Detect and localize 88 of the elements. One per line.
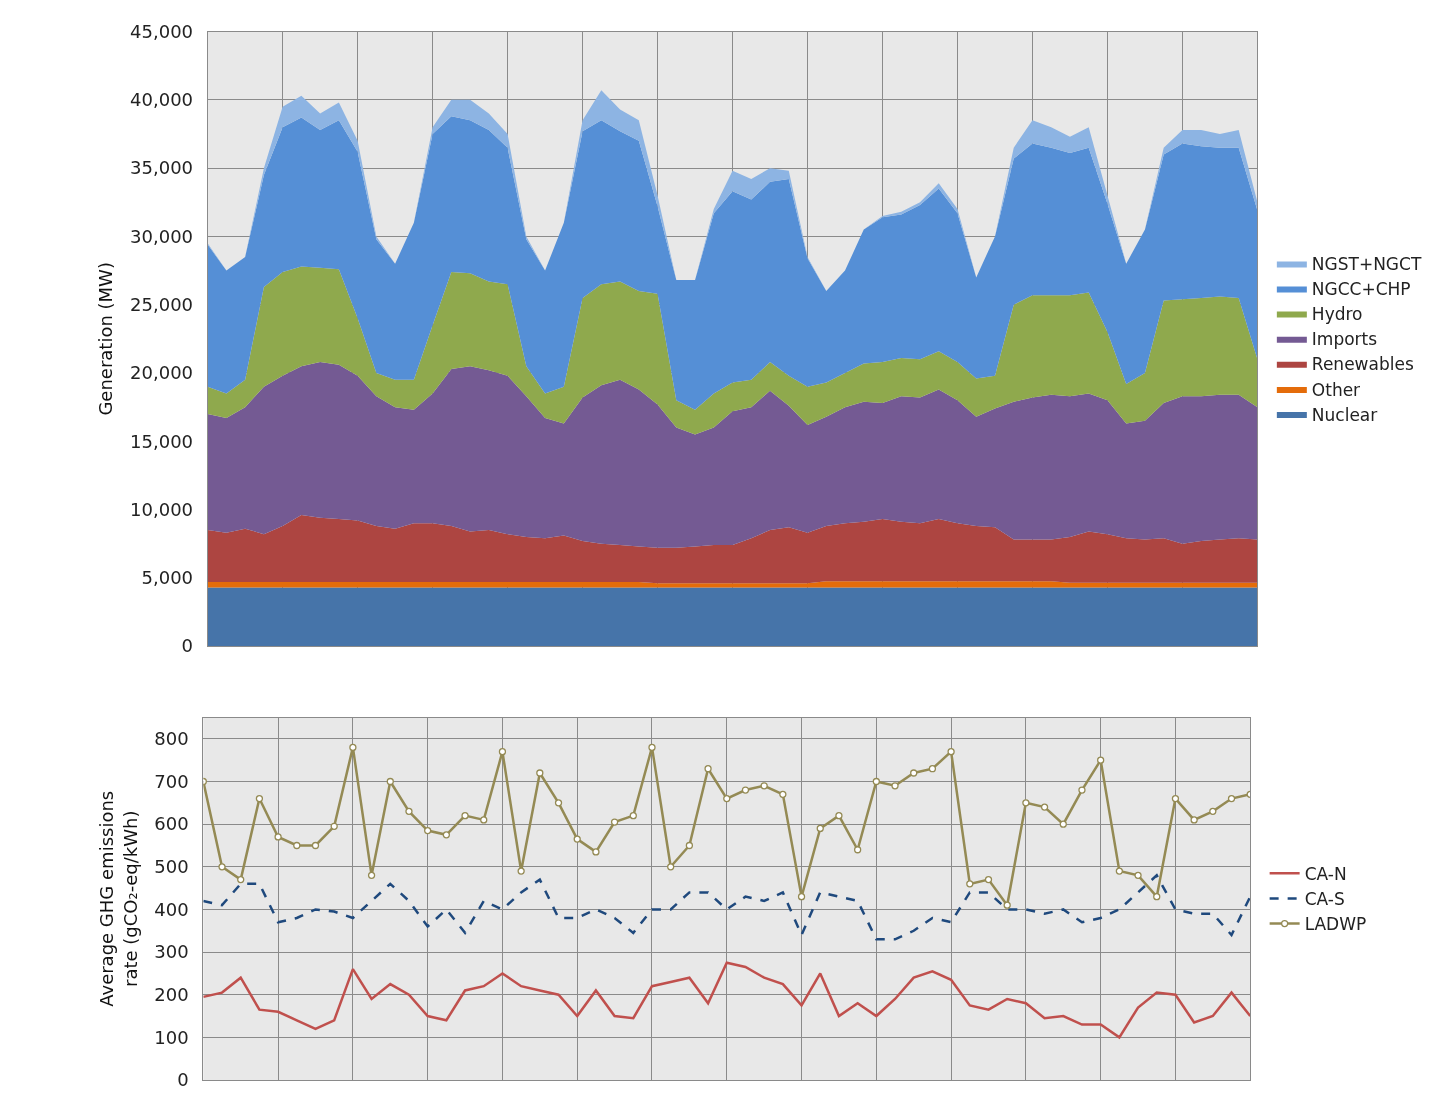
y-tick-label: 25,000 (130, 294, 194, 315)
point (218, 863, 226, 871)
point (947, 748, 955, 756)
y-tick-label: 5,000 (141, 567, 194, 589)
point (1134, 871, 1142, 879)
point (498, 748, 507, 756)
point (1059, 820, 1067, 828)
point (629, 811, 637, 820)
point (461, 811, 469, 820)
point (536, 769, 544, 777)
y-tick-label: 0 (177, 1069, 189, 1091)
point (667, 863, 675, 871)
point (704, 765, 712, 773)
point (311, 841, 320, 850)
point (517, 867, 525, 875)
y-tick-label: 600 (154, 813, 189, 835)
point (760, 782, 768, 790)
point (367, 871, 376, 879)
point (910, 769, 918, 777)
point (966, 880, 974, 888)
line-series (203, 874, 1251, 941)
point (816, 824, 824, 833)
legend-label: Imports (1311, 329, 1378, 350)
point (424, 826, 432, 835)
legend-label: LADWP (1304, 914, 1367, 935)
point (610, 818, 619, 826)
y-tick-label: 35,000 (130, 157, 194, 179)
legend-label: NGST+NGCT (1311, 254, 1422, 275)
legend-label: NGCC+CHP (1311, 279, 1411, 300)
point (1209, 807, 1217, 816)
y-tick-label: 40,000 (130, 89, 194, 111)
point (1171, 794, 1180, 803)
legend-label: Hydro (1311, 304, 1363, 325)
point (891, 782, 899, 790)
point (293, 841, 301, 850)
point (741, 786, 750, 794)
point (1003, 901, 1011, 909)
point (928, 765, 937, 773)
y-tick-label: 300 (154, 941, 189, 963)
point (274, 833, 282, 841)
y-axis-title: Average GHG emissions rate (gCO₂-eq/kWh) (96, 790, 141, 1007)
y-tick-label: 45,000 (130, 20, 194, 42)
point (685, 841, 694, 850)
point (1022, 799, 1030, 807)
point (648, 743, 656, 752)
point (237, 875, 245, 884)
point (723, 794, 731, 803)
legend-label: Renewables (1311, 354, 1414, 375)
point (386, 777, 394, 786)
point (872, 777, 880, 786)
y-tick-label: 10,000 (130, 498, 194, 520)
point (1227, 794, 1236, 803)
y-axis-title: Generation (MW) (95, 262, 117, 416)
y-tick-label: 15,000 (130, 430, 194, 452)
y-tick-label: 0 (181, 635, 194, 657)
legend-label: Nuclear (1311, 404, 1378, 425)
point (797, 893, 806, 901)
point (442, 831, 450, 839)
point (1078, 786, 1086, 794)
y-tick-label: 700 (154, 770, 189, 792)
legend-label: Other (1311, 379, 1361, 400)
point (573, 835, 581, 843)
point (1190, 816, 1198, 824)
y-tick-label: 200 (154, 984, 189, 1006)
y-tick-label: 500 (154, 856, 189, 878)
y-tick-label: 100 (154, 1026, 189, 1048)
point (592, 848, 600, 856)
point (835, 811, 843, 820)
point (984, 875, 993, 884)
point (480, 816, 488, 824)
point (779, 790, 787, 798)
y-tick-label: 20,000 (130, 362, 194, 384)
point (405, 807, 413, 816)
point (349, 743, 357, 752)
legend-label: CA-S (1304, 889, 1345, 910)
point (1040, 803, 1049, 811)
y-tick-label: 800 (154, 728, 189, 750)
point (853, 846, 862, 854)
y-tick-label: 30,000 (130, 225, 194, 247)
point (255, 794, 264, 803)
y-tick-label: 400 (154, 898, 189, 920)
point (1153, 893, 1161, 901)
line-series (203, 961, 1251, 1039)
point (1097, 756, 1105, 764)
point (1115, 867, 1123, 875)
point (330, 822, 338, 830)
legend-label: CA-N (1304, 863, 1347, 884)
point (554, 799, 563, 807)
